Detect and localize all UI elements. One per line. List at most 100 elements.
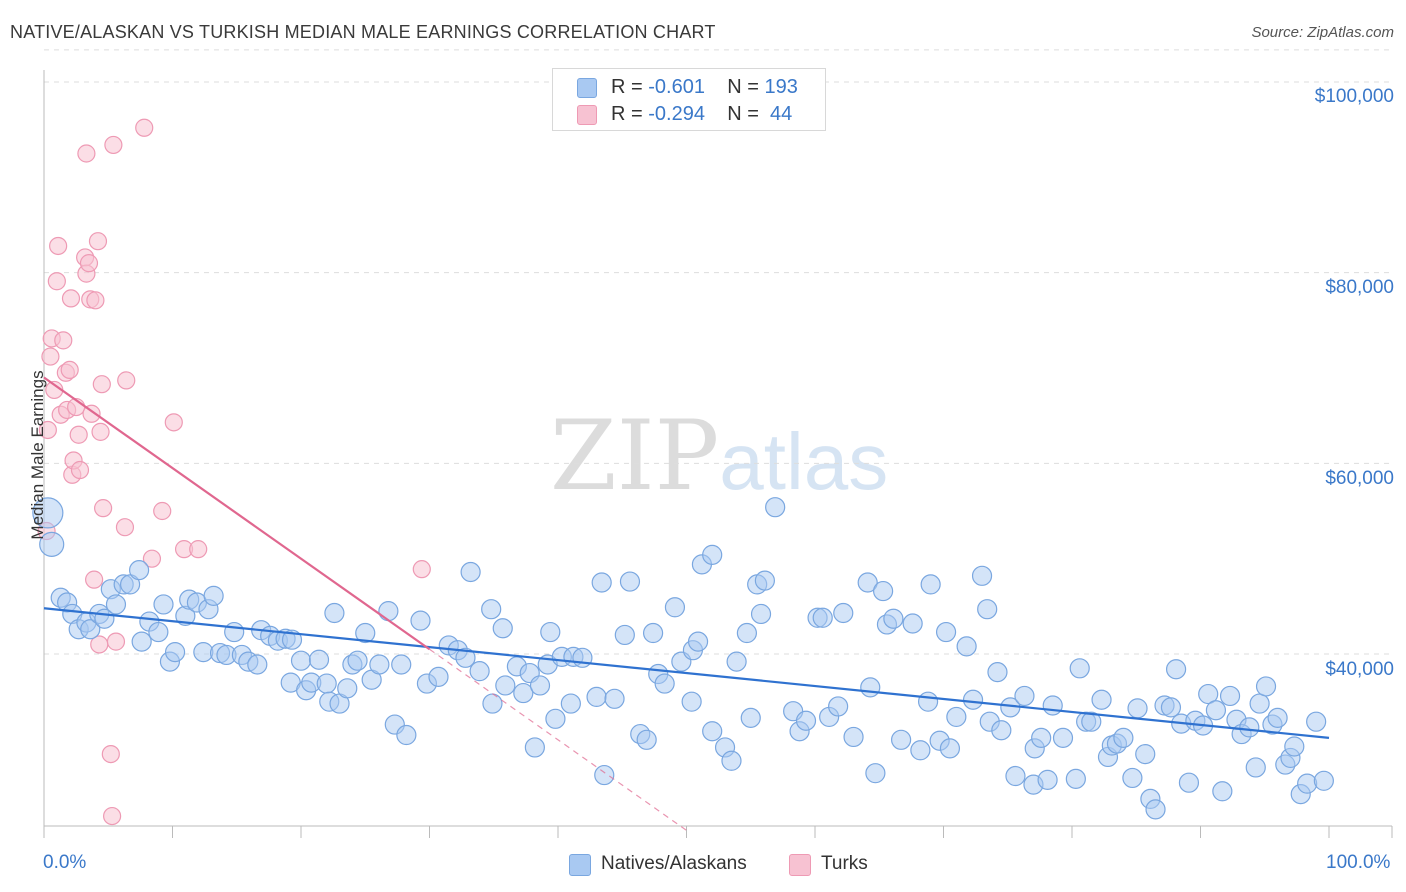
natives-point [369,654,390,675]
y-axis-label: Median Male Earnings [28,370,47,540]
turks-point [47,272,66,291]
natives-point [1267,707,1288,728]
natives-point [128,560,150,581]
natives-point [281,629,303,650]
natives-point [1284,736,1305,757]
natives-point [1052,727,1074,748]
natives-point [865,763,886,784]
turks-point [189,540,208,559]
natives-point [1122,767,1143,789]
correlation-legend: R = -0.601 N = 193 R = -0.294 N = 44 [552,68,826,131]
legend-r-label: R = [611,76,649,98]
legend-swatch-pink [577,105,597,125]
natives-point [316,673,337,694]
natives-point [740,707,761,728]
turks-trend-line [43,376,431,651]
turks-point [60,360,79,380]
turks-point [115,518,135,537]
natives-point [1165,659,1187,680]
trend-lines [43,376,1330,831]
turks-point [164,413,183,432]
natives-point [873,580,894,602]
natives-point [843,726,864,748]
turks-point [103,806,122,826]
legend-r-value: -0.294 [648,103,705,125]
natives-point [1069,658,1090,679]
natives-point [1127,698,1148,719]
turks-point [104,135,123,155]
natives-point [828,696,849,717]
natives-point [754,570,775,591]
turks-point [153,501,172,521]
natives-point [495,675,516,696]
natives-point [750,603,772,625]
turks-point [85,570,104,589]
natives-point [1255,676,1277,697]
natives-point [594,764,615,786]
source-credit: Source: ZipAtlas.com [1251,24,1394,41]
turks-point [86,291,105,310]
natives-points [32,497,1334,820]
natives-point [148,621,169,643]
natives-point [308,649,330,670]
natives-point [946,706,967,728]
natives-point [890,729,912,750]
natives-point [164,641,186,663]
natives-point [860,677,881,698]
y-tick-label: $100,000 [1314,86,1394,107]
natives-point [795,710,817,731]
natives-point [920,574,941,595]
legend-n-label: N = [727,103,765,125]
turks-point [412,560,431,579]
legend-n-label: N = [727,76,765,98]
y-tick-label: $80,000 [1325,277,1394,298]
natives-point [702,544,723,565]
turks-point [88,232,108,251]
natives-point [619,571,641,592]
natives-point [492,618,513,639]
natives-point [687,631,709,652]
natives-point [1297,773,1318,794]
natives-point [80,619,101,640]
natives-point [1145,799,1166,820]
natives-point [664,597,686,618]
watermark-atlas: atlas [719,417,889,506]
natives-point [857,572,878,593]
y-tick-label: $40,000 [1325,659,1394,680]
natives-point [1135,743,1156,765]
turks-point [106,632,126,651]
y-tick-label: $60,000 [1325,468,1394,489]
natives-point [119,574,141,595]
grid-lines [44,49,1392,655]
natives-point [1091,689,1112,710]
natives-point [131,631,152,652]
natives-point [726,651,747,672]
natives-point [604,688,625,709]
turks-point [117,371,136,390]
turks-point [94,499,113,518]
watermark: ZIPatlas [550,400,888,512]
natives-point [654,673,675,694]
chart-title: NATIVE/ALASKAN VS TURKISH MEDIAN MALE EA… [10,22,716,42]
turks-point [70,460,90,480]
natives-point [391,654,412,675]
natives-point [736,622,757,644]
turks-point [91,422,110,441]
natives-point [702,721,723,742]
turks-point [61,289,81,308]
turks-trend-extension [429,648,687,831]
legend-n-value: 193 [764,76,798,98]
natives-point [1306,711,1327,732]
natives-point [428,666,449,687]
natives-point [540,621,561,643]
natives-point [378,600,399,622]
natives-point [586,686,607,708]
natives-point [529,675,551,696]
watermark-zip: ZIP [550,400,720,512]
x-tick-label: 0.0% [43,852,87,873]
natives-point [1219,685,1241,707]
natives-point [560,693,581,714]
natives-point [1160,697,1182,718]
legend-swatch-pink [789,854,811,876]
